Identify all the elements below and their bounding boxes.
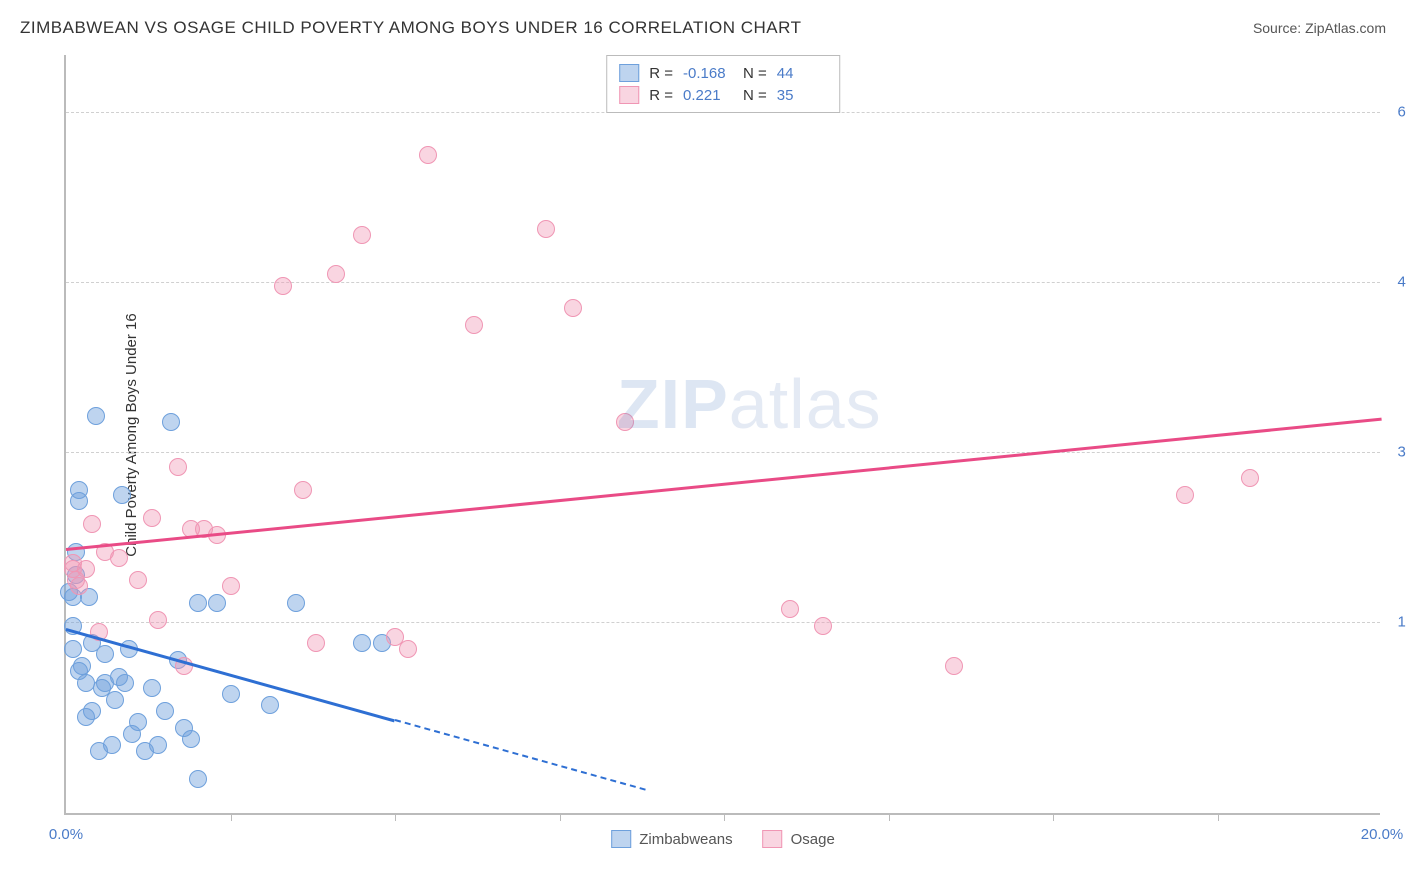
scatter-point	[327, 265, 345, 283]
x-tick	[889, 813, 890, 821]
scatter-point	[189, 770, 207, 788]
scatter-point	[353, 226, 371, 244]
scatter-point	[465, 316, 483, 334]
watermark-rest: atlas	[729, 365, 882, 443]
scatter-point	[143, 679, 161, 697]
y-tick-label: 45.0%	[1385, 273, 1406, 290]
legend-label: Osage	[791, 831, 835, 848]
scatter-point	[1176, 486, 1194, 504]
scatter-point	[116, 674, 134, 692]
scatter-point	[106, 691, 124, 709]
legend-swatch	[619, 86, 639, 104]
scatter-point	[419, 146, 437, 164]
stats-row: R = -0.168 N = 44	[619, 62, 827, 84]
scatter-point	[1241, 469, 1259, 487]
scatter-point	[110, 549, 128, 567]
source-link[interactable]: ZipAtlas.com	[1305, 20, 1386, 36]
legend-label: Zimbabweans	[639, 831, 732, 848]
stat-r-label: R =	[649, 65, 673, 82]
scatter-point	[274, 277, 292, 295]
scatter-point	[83, 702, 101, 720]
header: ZIMBABWEAN VS OSAGE CHILD POVERTY AMONG …	[20, 18, 1386, 38]
scatter-point	[208, 594, 226, 612]
scatter-point	[129, 571, 147, 589]
scatter-point	[169, 458, 187, 476]
y-tick-label: 30.0%	[1385, 444, 1406, 461]
watermark-bold: ZIP	[617, 365, 729, 443]
stat-r-value: 0.221	[683, 87, 733, 104]
scatter-point	[307, 634, 325, 652]
stat-n-value: 35	[777, 87, 827, 104]
trend-line	[66, 418, 1382, 551]
stats-legend: R = -0.168 N = 44 R = 0.221 N = 35	[606, 55, 840, 113]
stat-n-label: N =	[743, 87, 767, 104]
scatter-point	[143, 509, 161, 527]
stat-r-label: R =	[649, 87, 673, 104]
scatter-point	[70, 481, 88, 499]
scatter-point	[64, 640, 82, 658]
x-tick	[231, 813, 232, 821]
scatter-point	[945, 657, 963, 675]
scatter-point	[564, 299, 582, 317]
legend-item: Zimbabweans	[611, 830, 732, 848]
scatter-point	[189, 594, 207, 612]
source-credit: Source: ZipAtlas.com	[1253, 20, 1386, 36]
legend-swatch	[611, 830, 631, 848]
scatter-point	[77, 560, 95, 578]
scatter-point	[353, 634, 371, 652]
scatter-point	[261, 696, 279, 714]
chart-area: Child Poverty Among Boys Under 16 ZIPatl…	[50, 55, 1380, 815]
legend-swatch	[763, 830, 783, 848]
scatter-point	[222, 685, 240, 703]
scatter-point	[129, 713, 147, 731]
scatter-point	[70, 577, 88, 595]
x-tick	[560, 813, 561, 821]
watermark: ZIPatlas	[617, 364, 882, 444]
chart-title: ZIMBABWEAN VS OSAGE CHILD POVERTY AMONG …	[20, 18, 801, 38]
stats-row: R = 0.221 N = 35	[619, 84, 827, 106]
x-tick	[724, 813, 725, 821]
x-tick	[395, 813, 396, 821]
scatter-point	[182, 730, 200, 748]
scatter-point	[96, 645, 114, 663]
gridline	[66, 282, 1380, 283]
scatter-point	[149, 611, 167, 629]
scatter-point	[149, 736, 167, 754]
scatter-point	[537, 220, 555, 238]
gridline	[66, 622, 1380, 623]
legend-swatch	[619, 64, 639, 82]
scatter-point	[781, 600, 799, 618]
scatter-point	[156, 702, 174, 720]
scatter-point	[162, 413, 180, 431]
legend-item: Osage	[763, 830, 835, 848]
scatter-point	[294, 481, 312, 499]
scatter-point	[222, 577, 240, 595]
stat-r-value: -0.168	[683, 65, 733, 82]
x-tick	[1053, 813, 1054, 821]
scatter-point	[616, 413, 634, 431]
y-tick-label: 60.0%	[1385, 103, 1406, 120]
scatter-point	[399, 640, 417, 658]
x-tick	[1218, 813, 1219, 821]
scatter-point	[87, 407, 105, 425]
scatter-point	[83, 515, 101, 533]
gridline	[66, 452, 1380, 453]
x-tick-label: 20.0%	[1361, 826, 1404, 843]
x-tick-label: 0.0%	[49, 826, 83, 843]
stat-n-label: N =	[743, 65, 767, 82]
plot-region: ZIPatlas R = -0.168 N = 44 R = 0.221 N = 35…	[64, 55, 1380, 815]
bottom-legend: Zimbabweans Osage	[611, 830, 835, 848]
scatter-point	[287, 594, 305, 612]
scatter-point	[814, 617, 832, 635]
y-tick-label: 15.0%	[1385, 614, 1406, 631]
scatter-point	[113, 486, 131, 504]
trend-line	[395, 719, 646, 790]
source-prefix: Source:	[1253, 20, 1305, 36]
stat-n-value: 44	[777, 65, 827, 82]
scatter-point	[73, 657, 91, 675]
scatter-point	[77, 674, 95, 692]
scatter-point	[103, 736, 121, 754]
